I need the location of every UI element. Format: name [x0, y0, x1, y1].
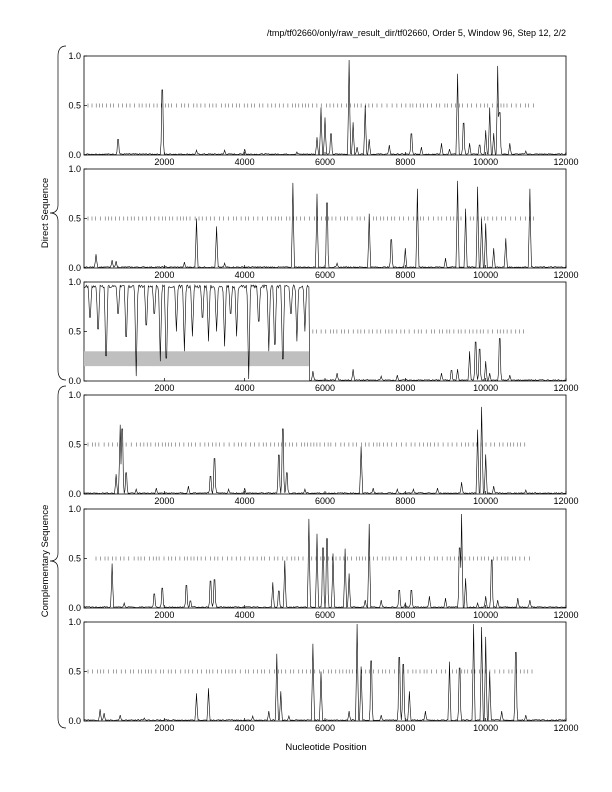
panel-2: 0.0 0.5 1.0 2000 4000 6000 8000 10000 12000	[68, 164, 578, 280]
panel-frame	[83, 394, 567, 495]
panel-1: 0.0 0.5 1.0 2000 4000 6000 8000 10000 12000	[68, 51, 578, 167]
x-tick-label: 6000	[315, 610, 335, 620]
reference-ticks	[87, 669, 533, 674]
y-tick-label: 0.0	[68, 489, 81, 499]
direct-group-brace	[49, 45, 67, 381]
x-tick-label: 8000	[395, 610, 415, 620]
y-tick-label: 0.0	[68, 263, 81, 273]
y-tick-label: 0.5	[68, 667, 81, 677]
reference-ticks	[95, 556, 530, 561]
x-tick-label: 2000	[154, 610, 174, 620]
y-tick-label: 0.5	[68, 327, 81, 337]
y-tick-label: 0.5	[68, 101, 81, 111]
y-tick-label: 0.0	[68, 716, 81, 726]
x-tick-label: 6000	[315, 496, 335, 506]
y-tick-label: 1.0	[68, 504, 81, 514]
reference-ticks	[87, 442, 526, 447]
x-tick-label: 8000	[395, 157, 415, 167]
highlight-band	[84, 351, 309, 367]
reference-ticks	[87, 216, 534, 221]
x-tick-label: 4000	[235, 157, 255, 167]
x-tick-label: 8000	[395, 270, 415, 280]
figure-header: /tmp/tf02660/only/raw_result_dir/tf02660…	[267, 28, 566, 38]
x-tick-label: 12000	[553, 610, 578, 620]
x-tick-label: 8000	[395, 723, 415, 733]
complementary-group-brace	[49, 385, 67, 729]
y-tick-label: 0.0	[68, 603, 81, 613]
y-tick-label: 1.0	[68, 390, 81, 400]
x-tick-label: 6000	[315, 723, 335, 733]
x-tick-label: 6000	[315, 270, 335, 280]
x-tick-label: 12000	[553, 723, 578, 733]
y-tick-label: 1.0	[68, 617, 81, 627]
y-tick-label: 0.5	[68, 214, 81, 224]
x-tick-label: 10000	[473, 723, 498, 733]
signal-line	[83, 180, 567, 269]
panel-frame	[83, 168, 567, 269]
panel-3: 0.0 0.5 1.0 2000 4000 6000 8000 10000 12000	[68, 277, 578, 393]
y-tick-label: 0.5	[68, 554, 81, 564]
x-tick-label: 10000	[473, 270, 498, 280]
panel-frame	[83, 55, 567, 156]
x-tick-label: 10000	[473, 610, 498, 620]
direct-group-label: Direct Sequence	[40, 178, 51, 248]
x-axis-title: Nucleotide Position	[285, 742, 366, 753]
y-tick-label: 1.0	[68, 277, 81, 287]
x-tick-label: 10000	[473, 496, 498, 506]
x-tick-label: 2000	[154, 496, 174, 506]
x-tick-label: 4000	[235, 723, 255, 733]
signal-line	[83, 59, 567, 156]
x-tick-label: 12000	[553, 383, 578, 393]
panel-frame	[83, 621, 567, 722]
signal-line	[83, 283, 567, 382]
panel-6: 0.0 0.5 1.0 2000 4000 6000 8000 10000 12000	[68, 617, 578, 733]
y-tick-label: 1.0	[68, 164, 81, 174]
y-tick-label: 0.5	[68, 440, 81, 450]
x-tick-label: 4000	[235, 383, 255, 393]
x-tick-label: 8000	[395, 383, 415, 393]
x-tick-label: 2000	[154, 723, 174, 733]
x-tick-label: 4000	[235, 496, 255, 506]
x-tick-label: 12000	[553, 496, 578, 506]
y-tick-label: 0.0	[68, 150, 81, 160]
x-tick-label: 10000	[473, 383, 498, 393]
panel-4: 0.0 0.5 1.0 2000 4000 6000 8000 10000 12000	[68, 390, 578, 506]
signal-line	[83, 623, 567, 722]
y-tick-label: 0.0	[68, 376, 81, 386]
signal-line	[83, 406, 567, 495]
reference-ticks	[312, 329, 524, 334]
x-tick-label: 4000	[235, 270, 255, 280]
x-tick-label: 4000	[235, 610, 255, 620]
signal-line	[83, 513, 567, 609]
x-tick-label: 10000	[473, 157, 498, 167]
complementary-group-label: Complementary Sequence	[40, 505, 51, 617]
x-tick-label: 2000	[154, 383, 174, 393]
x-tick-label: 2000	[154, 270, 174, 280]
panel-5: 0.0 0.5 1.0 2000 4000 6000 8000 10000 12000	[68, 504, 578, 620]
x-tick-label: 12000	[553, 270, 578, 280]
x-tick-label: 6000	[315, 157, 335, 167]
y-tick-label: 1.0	[68, 51, 81, 61]
x-tick-label: 2000	[154, 157, 174, 167]
x-tick-label: 8000	[395, 496, 415, 506]
reference-ticks	[87, 103, 534, 108]
x-tick-label: 12000	[553, 157, 578, 167]
x-tick-label: 6000	[315, 383, 335, 393]
